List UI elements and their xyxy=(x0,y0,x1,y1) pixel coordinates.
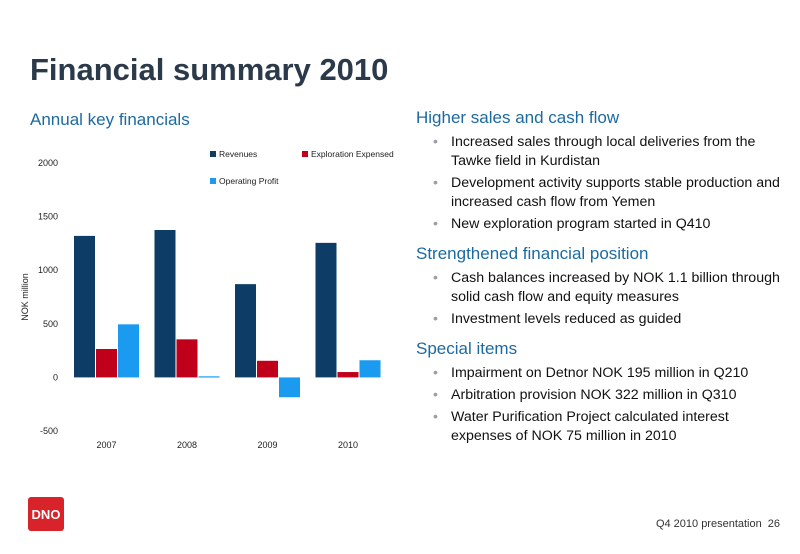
bullet-list: Impairment on Detnor NOK 195 million in … xyxy=(416,364,788,446)
bullet-item: Water Purification Project calculated in… xyxy=(416,408,788,446)
y-tick-label: 2000 xyxy=(38,158,58,168)
x-tick-label: 2008 xyxy=(177,440,197,450)
y-axis-label: NOK million xyxy=(20,273,30,321)
section-heading: Higher sales and cash flow xyxy=(416,108,620,127)
chart-subtitle: Annual key financials xyxy=(30,110,190,129)
bullet-item: Cash balances increased by NOK 1.1 billi… xyxy=(416,269,788,307)
bar xyxy=(96,348,117,378)
legend-swatch xyxy=(210,151,216,157)
y-tick-label: -500 xyxy=(40,426,58,436)
bullet-item: Arbitration provision NOK 322 million in… xyxy=(416,386,788,405)
y-tick-label: 1000 xyxy=(38,265,58,275)
section-special-items: Special items Impairment on Detnor NOK 1… xyxy=(416,338,788,446)
bullet-list: Cash balances increased by NOK 1.1 billi… xyxy=(416,269,788,329)
x-tick-label: 2007 xyxy=(96,440,116,450)
bar xyxy=(279,377,300,398)
bar xyxy=(176,339,198,378)
dno-logo: DNO xyxy=(28,497,64,531)
bar xyxy=(315,242,337,378)
bar xyxy=(337,372,359,378)
highlights-panel: Higher sales and cash flow Increased sal… xyxy=(416,107,788,455)
bullet-item: Development activity supports stable pro… xyxy=(416,174,788,212)
dno-logo-mark: DNO xyxy=(32,507,61,522)
section-heading: Strengthened financial position xyxy=(416,244,649,263)
x-tick-label: 2009 xyxy=(257,440,277,450)
footer-text: Q4 2010 presentation xyxy=(655,518,762,530)
bar xyxy=(118,324,139,378)
legend-swatch xyxy=(210,178,216,184)
bar xyxy=(359,360,381,378)
bullet-item: New exploration program started in Q410 xyxy=(416,215,788,234)
bar xyxy=(198,376,220,378)
legend-label: Revenues xyxy=(219,149,257,159)
y-tick-label: 0 xyxy=(53,372,58,382)
legend-label: Operating Profit xyxy=(219,176,279,186)
x-tick-label: 2010 xyxy=(338,440,358,450)
bullet-list: Increased sales through local deliveries… xyxy=(416,133,788,234)
bar xyxy=(74,235,95,378)
slide-title: Financial summary 2010 xyxy=(30,52,389,87)
bullet-item: Impairment on Detnor NOK 195 million in … xyxy=(416,364,788,383)
svg-text:DNO: DNO xyxy=(32,507,61,522)
section-financial-position: Strengthened financial position Cash bal… xyxy=(416,243,788,329)
bar xyxy=(154,230,176,378)
footer: Q4 2010 presentation 26 xyxy=(650,518,780,530)
bar xyxy=(257,360,278,378)
bullet-item: Investment levels reduced as guided xyxy=(416,310,788,329)
legend-label: Exploration Expensed xyxy=(311,149,394,159)
section-sales: Higher sales and cash flow Increased sal… xyxy=(416,107,788,234)
page-number: 26 xyxy=(767,518,780,530)
bar xyxy=(235,284,256,378)
financials-bar-chart: -500 0 500 1000 1500 2000 NOK million 2007 2008 2… xyxy=(20,149,394,450)
section-heading: Special items xyxy=(416,339,518,358)
bullet-item: Increased sales through local deliveries… xyxy=(416,133,788,171)
legend-swatch xyxy=(302,151,308,157)
y-tick-label: 500 xyxy=(43,319,58,329)
y-tick-label: 1500 xyxy=(38,212,58,222)
